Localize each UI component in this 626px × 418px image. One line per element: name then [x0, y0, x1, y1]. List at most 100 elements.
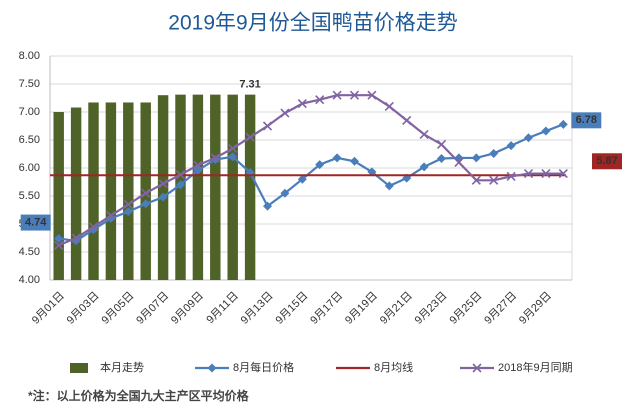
- x-marker-stroke: [141, 188, 151, 198]
- x-marker-stroke: [558, 169, 568, 179]
- line-point: [175, 170, 186, 180]
- line-point: [280, 188, 290, 198]
- x-marker-stroke: [175, 170, 186, 180]
- line-point: [419, 129, 429, 139]
- line-point: [297, 174, 307, 184]
- line-point: [315, 160, 325, 170]
- line-point: [419, 162, 429, 172]
- x-marker-stroke: [280, 108, 290, 118]
- x-marker-stroke: [315, 95, 325, 105]
- x-marker-stroke: [193, 160, 203, 170]
- line-point: [524, 133, 533, 143]
- line-point: [367, 90, 377, 100]
- line-point: [210, 153, 220, 163]
- line-point: [384, 101, 394, 111]
- x-marker-stroke: [71, 233, 81, 243]
- line-point: [263, 201, 272, 211]
- x-marker-stroke: [489, 175, 499, 185]
- line-point: [141, 188, 151, 198]
- line-point: [158, 179, 168, 189]
- y-tick-label: 4.50: [19, 246, 40, 258]
- line-point: [297, 99, 307, 109]
- x-marker-stroke: [402, 115, 412, 125]
- x-marker-stroke: [54, 240, 64, 250]
- footnote: *注：以上价格为全国九大主产区平均价格: [28, 388, 250, 403]
- line-point: [489, 148, 499, 158]
- line-point: [402, 115, 412, 125]
- x-marker-stroke: [472, 363, 482, 373]
- y-tick-label: 4.00: [19, 274, 40, 286]
- line-point: [506, 171, 516, 181]
- bar: [210, 94, 221, 280]
- x-marker-stroke: [210, 153, 220, 163]
- line-point: [207, 363, 217, 373]
- legend-label: 本月走势: [100, 360, 144, 374]
- data-label: 7.31: [239, 79, 260, 91]
- line-point: [106, 211, 116, 221]
- x-marker-stroke: [384, 101, 394, 111]
- y-tick-label: 6.50: [19, 134, 40, 146]
- bar: [227, 94, 238, 280]
- x-marker-stroke: [297, 99, 307, 109]
- x-marker-stroke: [419, 129, 429, 139]
- line-point: [384, 181, 394, 191]
- line-point: [350, 156, 359, 166]
- x-marker-stroke: [228, 143, 238, 153]
- line-point: [141, 199, 151, 209]
- data-label-box: [20, 214, 51, 231]
- y-tick-label: 7.50: [19, 78, 40, 90]
- data-label: 6.78: [576, 114, 597, 126]
- x-marker-stroke: [436, 139, 447, 150]
- line-point: [228, 152, 238, 162]
- bar: [244, 94, 256, 280]
- line-point: [332, 153, 342, 163]
- y-tick-label: 6.00: [19, 162, 40, 174]
- x-marker-stroke: [454, 157, 464, 167]
- bar: [192, 94, 204, 280]
- chart-title: 2019年9月份全国鸭苗价格走势: [168, 12, 457, 35]
- x-marker-stroke: [88, 222, 99, 232]
- line-point: [367, 167, 377, 177]
- legend-label: 8月均线: [374, 360, 413, 374]
- x-marker-stroke: [332, 90, 342, 100]
- bar: [88, 102, 99, 280]
- bar: [53, 112, 64, 280]
- line-point: [71, 233, 81, 243]
- data-label-box: [571, 112, 602, 129]
- line-point: [489, 175, 499, 185]
- y-tick-label: 7.00: [19, 106, 40, 118]
- x-marker-stroke: [506, 171, 516, 181]
- y-tick-label: 5.50: [19, 190, 40, 202]
- line-point: [193, 160, 203, 170]
- x-marker-stroke: [349, 90, 360, 100]
- line-point: [541, 169, 551, 179]
- bar: [123, 102, 134, 280]
- line-point: [332, 90, 342, 100]
- x-marker-stroke: [523, 169, 534, 179]
- x-marker-stroke: [262, 121, 273, 131]
- x-marker-stroke: [245, 132, 255, 142]
- x-marker-stroke: [123, 199, 133, 209]
- line-point: [54, 240, 64, 250]
- data-label-box: [592, 153, 622, 170]
- line-point: [176, 180, 185, 190]
- bar: [70, 107, 82, 281]
- x-marker-stroke: [471, 175, 481, 185]
- line-point: [436, 139, 447, 150]
- line-point: [349, 90, 360, 100]
- data-label: 5.87: [596, 155, 617, 167]
- line-point: [228, 143, 238, 153]
- line-point: [262, 121, 273, 131]
- legend-label: 8月每日价格: [233, 360, 294, 374]
- line-point: [437, 153, 446, 163]
- line-point: [558, 119, 568, 129]
- line-point: [523, 169, 534, 179]
- line-point: [88, 222, 99, 232]
- line-point: [472, 363, 482, 373]
- x-marker-stroke: [158, 179, 168, 189]
- line-point: [123, 207, 133, 217]
- legend-label: 2018年9月同期: [498, 360, 573, 374]
- bar: [157, 95, 169, 280]
